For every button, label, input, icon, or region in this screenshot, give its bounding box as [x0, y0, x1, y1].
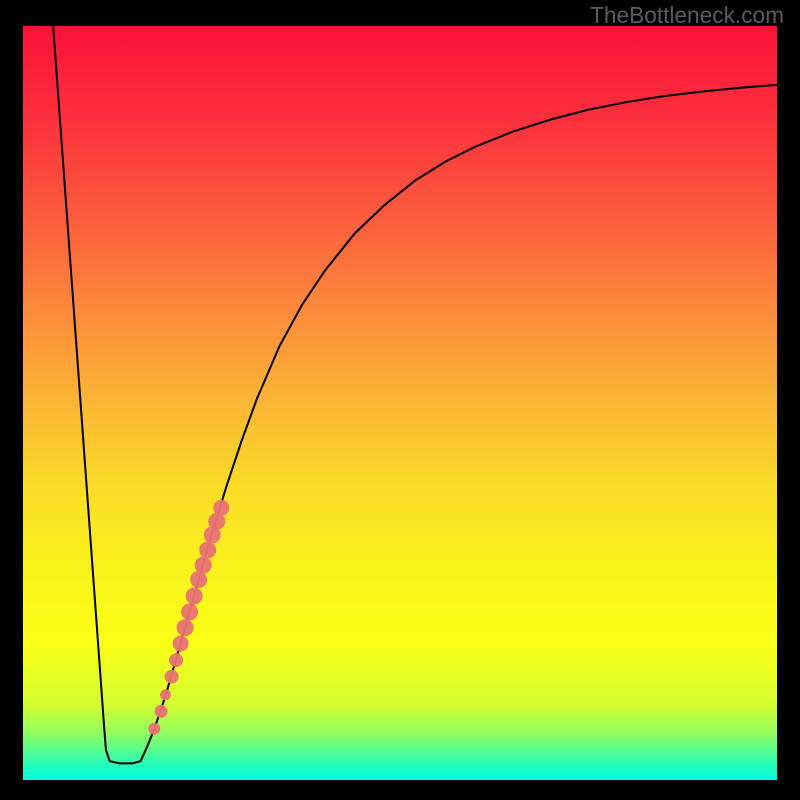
plot-border-bottom	[0, 780, 800, 800]
plot-border-right	[777, 0, 800, 800]
chart-background	[23, 26, 777, 780]
attribution-text: TheBottleneck.com	[590, 2, 784, 29]
plot-border-left	[0, 0, 23, 800]
